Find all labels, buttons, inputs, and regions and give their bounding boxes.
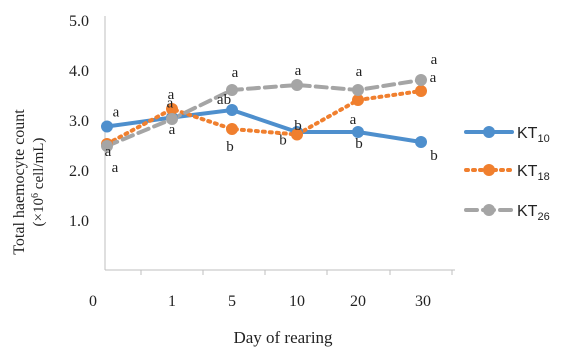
legend-label-kt10: KT10 — [517, 125, 550, 145]
significance-label: a — [431, 52, 438, 68]
y-tick-label: 3.0 — [69, 113, 89, 130]
significance-label: b — [279, 133, 287, 149]
y-tick-label: 5.0 — [69, 13, 89, 30]
legend-marker-kt10 — [483, 126, 495, 138]
data-point-kt10 — [101, 120, 113, 133]
significance-label: a — [232, 65, 239, 81]
x-tick-label: 0 — [89, 293, 97, 310]
x-tick-label: 1 — [168, 293, 176, 310]
significance-label: a — [112, 160, 119, 176]
data-point-kt18 — [352, 94, 364, 106]
series-line-kt26 — [105, 78, 423, 148]
x-tick-label: 30 — [415, 293, 431, 310]
data-point-kt26 — [101, 140, 113, 152]
data-point-kt10 — [226, 104, 238, 116]
legend-label-kt26: KT26 — [517, 203, 550, 223]
data-point-kt18 — [226, 123, 238, 135]
x-axis-label: Day of rearing — [233, 328, 333, 347]
significance-label: a — [113, 105, 120, 121]
data-point-kt10 — [352, 126, 364, 138]
x-tick-label: 5 — [228, 293, 236, 310]
significance-label: b — [430, 148, 438, 164]
y-tick-labels: 1.0 2.0 3.0 4.0 5.0 — [69, 13, 89, 230]
significance-label: a — [295, 63, 302, 79]
data-point-kt26 — [166, 113, 178, 125]
data-point-kt26 — [291, 79, 303, 91]
series-line-kt18 — [105, 89, 423, 146]
legend-marker-kt26 — [483, 204, 495, 216]
significance-label: a — [356, 64, 363, 80]
data-point-kt10 — [415, 136, 427, 148]
y-tick-label: 4.0 — [69, 63, 89, 80]
data-point-kt26 — [226, 84, 238, 96]
data-point-kt18 — [291, 128, 303, 141]
significance-label: b — [294, 118, 302, 134]
series-lines — [105, 78, 423, 148]
significance-label: a — [167, 96, 174, 112]
x-tick-labels: 0 1 5 10 20 30 — [89, 293, 431, 310]
legend: KT10 KT18 KT26 — [464, 125, 550, 223]
y-axis-label: Total haemocyte count (×106 cell/mL) — [11, 109, 47, 255]
legend-label-kt18: KT18 — [517, 163, 550, 183]
significance-label: a — [350, 112, 357, 128]
series-points — [101, 74, 427, 152]
y-axis-label-unit: (×106 cell/mL) — [30, 138, 48, 227]
significance-label: a — [430, 70, 437, 86]
series-line-kt10 — [105, 107, 423, 144]
legend-marker-kt18 — [483, 164, 495, 176]
y-tick-label: 1.0 — [69, 213, 89, 230]
significance-label: ab — [217, 92, 231, 108]
y-axis-label-line1: Total haemocyte count — [11, 109, 28, 255]
significance-label: b — [355, 136, 363, 152]
data-point-kt18 — [415, 85, 427, 97]
data-point-kt18 — [166, 103, 178, 115]
significance-label: a — [168, 87, 175, 103]
significance-label: a — [105, 144, 112, 160]
data-point-kt26 — [352, 84, 364, 96]
significance-label: b — [226, 139, 234, 155]
significance-label: a — [169, 122, 176, 138]
y-tick-label: 2.0 — [69, 163, 89, 180]
data-point-kt26 — [415, 74, 427, 86]
x-tick-label: 20 — [350, 293, 366, 310]
x-tick-label: 10 — [289, 293, 305, 310]
